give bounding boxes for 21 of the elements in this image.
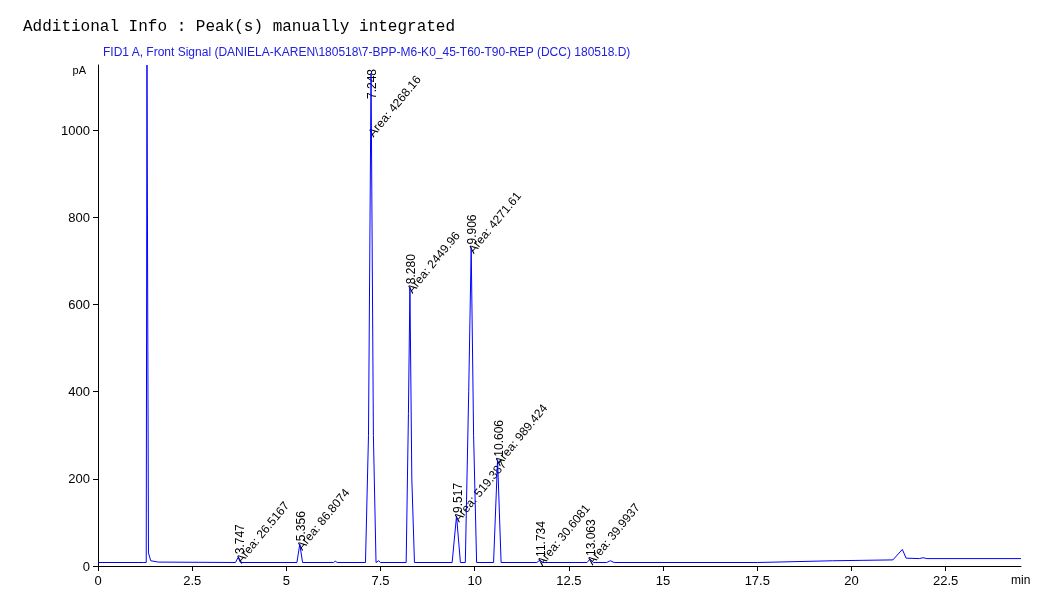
x-tick-label: 17.5 xyxy=(744,573,770,588)
x-axis-title: min xyxy=(1011,573,1031,587)
chart-subtitle: FID1 A, Front Signal (DANIELA-KAREN\180518\7-BPP-M6-K0_45-T60-T90-REP (DCC) 180518.D) xyxy=(103,45,631,59)
y-tick-label: 400 xyxy=(68,384,90,400)
x-tick-label: 5 xyxy=(282,573,290,588)
x-tick-label: 7.5 xyxy=(371,573,390,588)
x-tick-label: 12.5 xyxy=(556,573,582,588)
y-tick-label: 1000 xyxy=(61,122,90,138)
y-tick-label: 200 xyxy=(68,471,90,487)
y-tick-label: 600 xyxy=(68,297,90,313)
x-tick-label: 0 xyxy=(94,573,102,588)
y-tick-label: 800 xyxy=(68,209,90,225)
x-tick-label: 20 xyxy=(844,573,859,588)
annotation: 7.248 xyxy=(365,68,380,99)
chart-title: Additional Info : Peak(s) manually integrated xyxy=(23,18,456,36)
x-tick-label: 15 xyxy=(655,573,671,588)
x-tick-label: 22.5 xyxy=(933,573,959,588)
x-tick-label: 10 xyxy=(467,573,482,588)
x-tick-label: 2.5 xyxy=(183,573,202,588)
y-axis-title: pA xyxy=(72,63,87,76)
y-tick-label: 0 xyxy=(82,558,90,574)
